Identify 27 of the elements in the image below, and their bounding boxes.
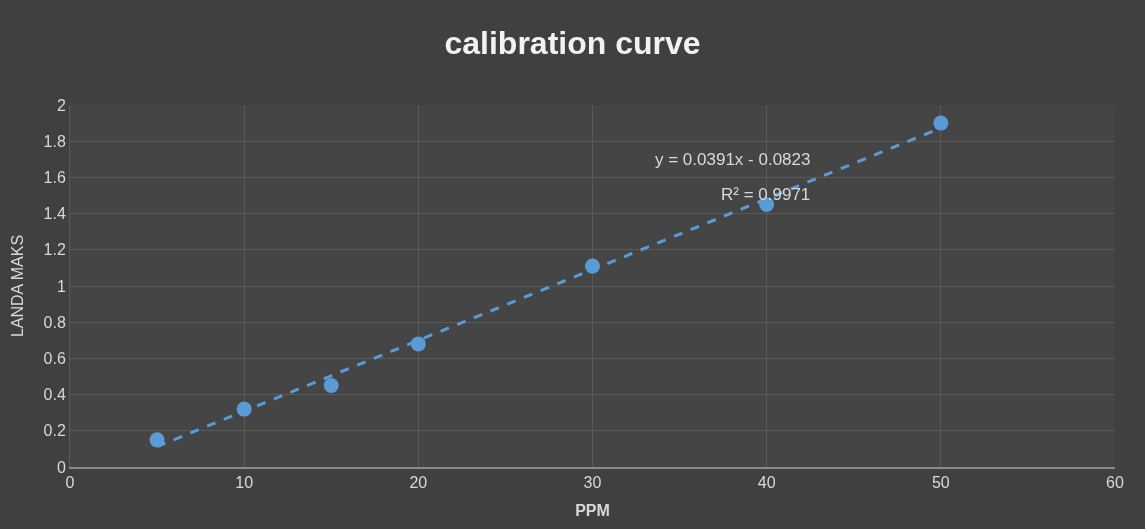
y-tick-label: 1.4: [43, 205, 66, 223]
point: [149, 432, 165, 448]
x-tick-label: 50: [931, 473, 950, 491]
y-tick-label: 1.8: [43, 132, 66, 150]
x-axis-title: PPM: [575, 502, 610, 520]
y-tick-label: 0.6: [43, 350, 66, 367]
chart-title: calibration curve: [444, 25, 701, 62]
point: [410, 336, 426, 352]
x-tick-label: 10: [235, 473, 254, 491]
point: [933, 115, 949, 131]
x-tick-label: 60: [1106, 473, 1124, 491]
point: [323, 378, 339, 394]
x-tick-label: 40: [757, 473, 776, 491]
y-axis-title: LANDA MAKS: [9, 234, 27, 338]
x-tick-label: 30: [583, 473, 602, 491]
y-tick-label: 1.6: [43, 169, 66, 186]
point: [236, 401, 252, 417]
y-tick-label: 0.4: [43, 386, 66, 404]
y-tick-label: 0.8: [43, 313, 66, 331]
y-tick-label: 0: [56, 458, 66, 476]
y-tick-label: 1.2: [43, 241, 66, 259]
y-tick-label: 2: [56, 96, 66, 114]
annotation: y = 0.0391x - 0.0823: [655, 150, 811, 169]
y-tick-label: 1: [56, 277, 66, 295]
point: [585, 258, 600, 274]
y-tick-label: 0.2: [43, 422, 66, 440]
x-tick-label: 20: [409, 473, 428, 491]
